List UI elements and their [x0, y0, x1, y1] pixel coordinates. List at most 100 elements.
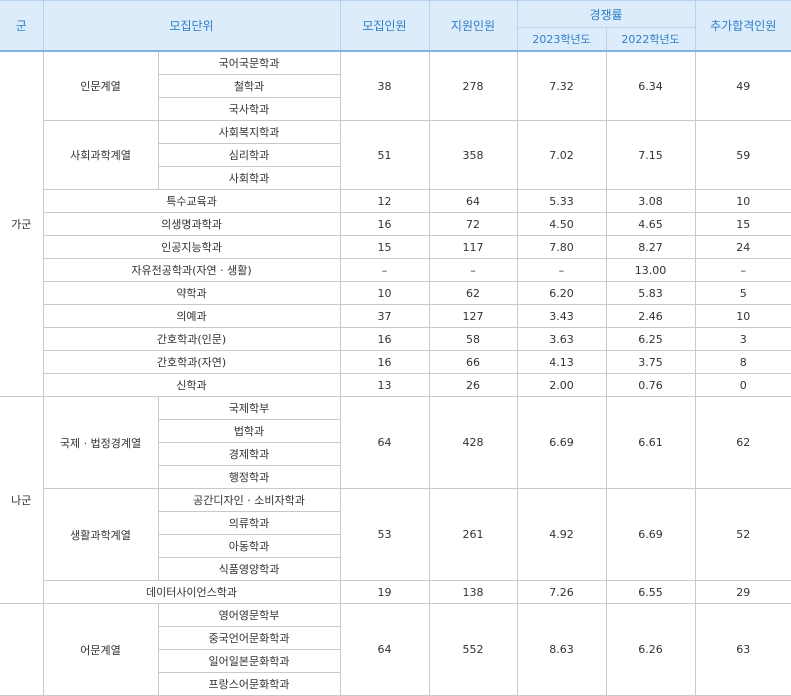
- major-label: 프랑스어문화학과: [157, 672, 341, 696]
- rate-2022-value: 3.08: [605, 189, 696, 213]
- rate-2022-value: 3.75: [605, 350, 696, 374]
- rate-2022-value: 7.15: [605, 120, 696, 190]
- group-label: 가군: [0, 50, 44, 397]
- rate-2022-value: 13.00: [605, 258, 696, 282]
- major-label: 일어일본문화학과: [157, 649, 341, 673]
- applicants-value: 428: [428, 396, 518, 489]
- applicants-value: 58: [428, 327, 518, 351]
- unit-label: 데이터사이언스학과: [42, 580, 341, 604]
- applicants-value: 62: [428, 281, 518, 305]
- additional-value: 15: [694, 212, 791, 236]
- applicants-value: 66: [428, 350, 518, 374]
- table-row: 행정학과: [0, 465, 791, 489]
- quota-value: 51: [339, 120, 430, 190]
- table-body: 가군 인문계열 국어국문학과 38 278 7.32 6.34 49 철학과 국사학과 사회과학계열…: [0, 50, 791, 696]
- header-year-2023: 2023학년도: [516, 27, 607, 52]
- rate-2022-value: 2.46: [605, 304, 696, 328]
- table-row: 간호학과(인문) 16 58 3.63 6.25 3: [0, 327, 791, 351]
- header-competition: 경쟁률: [516, 0, 696, 28]
- rate-2023-value: 6.69: [516, 396, 607, 489]
- division-label: 인문계열: [42, 50, 159, 121]
- table-row: 데이터사이언스학과 19 138 7.26 6.55 29: [0, 580, 791, 604]
- table-row: 사회학과: [0, 166, 791, 190]
- table-row: 국사학과: [0, 97, 791, 121]
- applicants-value: –: [428, 258, 518, 282]
- table-row: 의생명과학과 16 72 4.50 4.65 15: [0, 212, 791, 236]
- major-label: 행정학과: [157, 465, 341, 489]
- table-row: 의예과 37 127 3.43 2.46 10: [0, 304, 791, 328]
- quota-value: –: [339, 258, 430, 282]
- unit-label: 의예과: [42, 304, 341, 328]
- table-row: 사회과학계열 사회복지학과 51 358 7.02 7.15 59: [0, 120, 791, 190]
- major-label: 심리학과: [157, 143, 341, 167]
- major-label: 영어영문학부: [157, 603, 341, 627]
- table-row: 일어일본문화학과: [0, 649, 791, 673]
- major-label: 중국언어문화학과: [157, 626, 341, 650]
- rate-2023-value: 4.13: [516, 350, 607, 374]
- unit-label: 신학과: [42, 373, 341, 397]
- applicants-value: 72: [428, 212, 518, 236]
- quota-value: 53: [339, 488, 430, 581]
- rate-2022-value: 5.83: [605, 281, 696, 305]
- rate-2022-value: 6.26: [605, 603, 696, 696]
- unit-label: 간호학과(인문): [42, 327, 341, 351]
- applicants-value: 26: [428, 373, 518, 397]
- group-label: [0, 603, 44, 696]
- table-row: 인공지능학과 15 117 7.80 8.27 24: [0, 235, 791, 259]
- unit-label: 특수교육과: [42, 189, 341, 213]
- applicants-value: 64: [428, 189, 518, 213]
- quota-value: 37: [339, 304, 430, 328]
- additional-value: 24: [694, 235, 791, 259]
- division-label: 국제 · 법정경계열: [42, 396, 159, 489]
- unit-label: 약학과: [42, 281, 341, 305]
- applicants-value: 127: [428, 304, 518, 328]
- additional-value: 29: [694, 580, 791, 604]
- rate-2022-value: 6.61: [605, 396, 696, 489]
- rate-2023-value: 7.26: [516, 580, 607, 604]
- quota-value: 16: [339, 350, 430, 374]
- table-row: 자유전공학과(자연 · 생활) – – –13.00–: [0, 258, 791, 282]
- major-label: 사회학과: [157, 166, 341, 190]
- additional-value: 49: [694, 50, 791, 121]
- major-label: 식품영양학과: [157, 557, 341, 581]
- rate-2023-value: 7.32: [516, 50, 607, 121]
- rate-2022-value: 6.34: [605, 50, 696, 121]
- quota-value: 16: [339, 327, 430, 351]
- rate-2023-value: 7.80: [516, 235, 607, 259]
- additional-value: 62: [694, 396, 791, 489]
- major-label: 경제학과: [157, 442, 341, 466]
- header-group: 군: [0, 0, 44, 52]
- rate-2023-value: 3.43: [516, 304, 607, 328]
- header-additional: 추가합격인원: [694, 0, 791, 52]
- applicants-value: 552: [428, 603, 518, 696]
- table-row: 프랑스어문화학과: [0, 672, 791, 696]
- table-row: 신학과 13 26 2.00 0.76 0: [0, 373, 791, 397]
- major-label: 공간디자인 · 소비자학과: [157, 488, 341, 512]
- header-unit: 모집단위: [42, 0, 341, 52]
- header-quota: 모집인원: [339, 0, 430, 52]
- additional-value: 5: [694, 281, 791, 305]
- division-label: 생활과학계열: [42, 488, 159, 581]
- applicants-value: 358: [428, 120, 518, 190]
- rate-2023-value: –: [516, 258, 607, 282]
- rate-2023-value: 3.63: [516, 327, 607, 351]
- unit-label: 의생명과학과: [42, 212, 341, 236]
- table-row: 약학과 10 62 6.20 5.83 5: [0, 281, 791, 305]
- additional-value: 59: [694, 120, 791, 190]
- major-label: 국제학부: [157, 396, 341, 420]
- applicants-value: 261: [428, 488, 518, 581]
- rate-2022-value: 0.76: [605, 373, 696, 397]
- major-label: 국어국문학과: [157, 50, 341, 75]
- applicants-value: 138: [428, 580, 518, 604]
- table-row: 가군 인문계열 국어국문학과 38 278 7.32 6.34 49: [0, 50, 791, 397]
- additional-value: –: [694, 258, 791, 282]
- header-applicants: 지원인원: [428, 0, 518, 52]
- rate-2022-value: 6.25: [605, 327, 696, 351]
- group-label: 나군: [0, 396, 44, 604]
- quota-value: 38: [339, 50, 430, 121]
- major-label: 철학과: [157, 74, 341, 98]
- additional-value: 10: [694, 304, 791, 328]
- major-label: 의류학과: [157, 511, 341, 535]
- table-row: 간호학과(자연) 16 66 4.13 3.75 8: [0, 350, 791, 374]
